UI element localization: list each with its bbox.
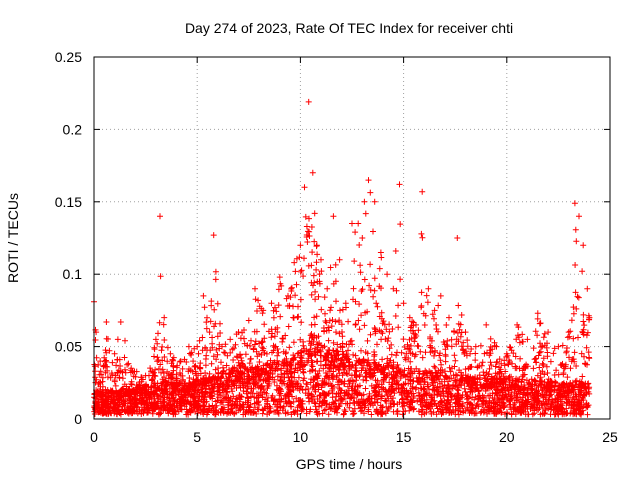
x-tick-label: 15 [396, 429, 412, 445]
x-tick-label: 25 [602, 429, 618, 445]
y-tick-label: 0.15 [55, 194, 82, 210]
y-axis-label: ROTI / TECUs [5, 193, 21, 283]
plot-frame [93, 56, 611, 420]
grid-lines [94, 57, 610, 419]
y-tick-label: 0 [74, 411, 82, 427]
y-tick-label: 0.25 [55, 49, 82, 65]
x-tick-label: 5 [193, 429, 201, 445]
data-points [91, 98, 593, 418]
y-tick-label: 0.1 [63, 266, 83, 282]
x-tick-label: 10 [293, 429, 309, 445]
chart-title: Day 274 of 2023, Rate Of TEC Index for r… [185, 20, 513, 36]
axis-ticks: 0 5 10 15 20 25 0 0.05 0.1 0.15 0.2 0.25 [55, 49, 618, 445]
x-tick-label: 20 [499, 429, 515, 445]
y-tick-label: 0.05 [55, 339, 82, 355]
y-tick-label: 0.2 [63, 121, 83, 137]
x-tick-label: 0 [90, 429, 98, 445]
x-axis-label: GPS time / hours [296, 456, 403, 472]
roti-points [91, 98, 593, 418]
